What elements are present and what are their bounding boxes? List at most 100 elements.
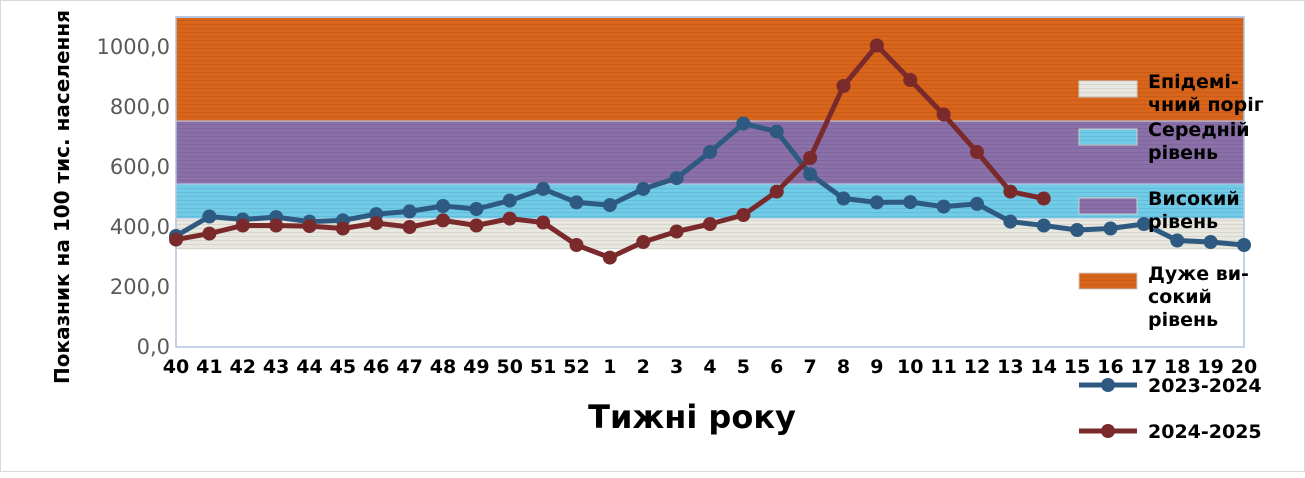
legend-swatch-texture-3 <box>1079 198 1137 214</box>
x-tick-label: 46 <box>363 356 389 378</box>
data-point-2023-2024 <box>1070 223 1085 237</box>
plot-area <box>175 16 1245 348</box>
data-point-2024-2025 <box>703 217 717 231</box>
data-point-2024-2025 <box>302 219 317 234</box>
data-point-2023-2024 <box>1003 214 1018 229</box>
legend-marker-2024-2025 <box>1101 424 1115 438</box>
data-point-2023-2024 <box>1136 217 1151 231</box>
y-axis: 0,0 200,0 400,0 600,0 800,0 1000,0 <box>97 35 170 359</box>
legend-label-line: Високий <box>1148 188 1240 210</box>
y-tick-label: 600,0 <box>110 155 170 179</box>
data-point-2024-2025 <box>502 211 517 226</box>
band-texture-2 <box>176 183 1244 218</box>
legend-label-line: сокий <box>1148 286 1212 308</box>
data-point-2024-2025 <box>335 221 350 236</box>
band-texture-4 <box>176 17 1244 121</box>
x-tick-label: 5 <box>737 356 750 378</box>
x-tick-label: 1 <box>603 356 616 378</box>
x-tick-label: 2 <box>637 356 650 378</box>
data-point-2023-2024 <box>669 171 684 186</box>
data-point-2024-2025 <box>202 226 217 241</box>
data-point-2024-2025 <box>936 107 951 122</box>
legend-label-line: рівень <box>1148 211 1218 233</box>
data-point-2024-2025 <box>469 218 484 233</box>
data-point-2023-2024 <box>202 209 217 224</box>
data-point-2024-2025 <box>736 208 751 222</box>
x-tick-label: 52 <box>563 356 589 378</box>
data-point-2024-2025 <box>169 232 183 247</box>
data-point-2023-2024 <box>1170 233 1185 248</box>
legend-swatch-texture-4 <box>1079 273 1137 289</box>
legend-label-band-1: Епідемі-чний поріг <box>1148 71 1264 116</box>
legend-label-line: Дуже ви- <box>1148 263 1249 285</box>
legend-label-line: рівень <box>1148 142 1218 164</box>
legend-label-line: чний поріг <box>1148 94 1264 116</box>
data-point-2024-2025 <box>602 250 617 265</box>
data-point-2024-2025 <box>869 38 884 53</box>
x-tick-label: 11 <box>930 356 956 378</box>
x-tick-label: 4 <box>703 356 716 378</box>
data-point-2023-2024 <box>636 181 651 196</box>
data-point-2024-2025 <box>1003 184 1018 199</box>
y-tick-label: 1000,0 <box>97 35 170 59</box>
x-tick-label: 18 <box>1164 356 1190 378</box>
x-tick-label: 49 <box>463 356 489 378</box>
x-tick-label: 14 <box>1031 356 1057 378</box>
x-tick-label: 10 <box>897 356 923 378</box>
y-tick-label: 0,0 <box>137 335 170 359</box>
data-point-2023-2024 <box>402 204 417 219</box>
data-point-2023-2024 <box>936 199 951 214</box>
data-point-2023-2024 <box>769 124 784 139</box>
x-tick-label: 51 <box>530 356 556 378</box>
data-point-2024-2025 <box>769 184 784 199</box>
data-point-2024-2025 <box>369 216 384 231</box>
y-axis-title: Показник на 100 тис. населення <box>50 10 74 384</box>
legend-label-2023-2024: 2023-2024 <box>1148 375 1262 397</box>
data-point-2024-2025 <box>636 235 651 249</box>
data-point-2024-2025 <box>436 213 450 228</box>
data-point-2023-2024 <box>536 181 551 196</box>
series-lines <box>169 38 1251 265</box>
x-tick-label: 19 <box>1197 356 1223 378</box>
data-point-2024-2025 <box>269 218 284 233</box>
data-point-2023-2024 <box>803 167 818 182</box>
x-tick-label: 6 <box>770 356 783 378</box>
data-point-2023-2024 <box>1036 218 1051 233</box>
legend-label-band-2: Середній рівень <box>1148 119 1250 164</box>
data-point-2023-2024 <box>869 195 884 210</box>
x-axis: 40 41 42 43 44 45 46 47 48 49 50 51 52 1 2 3 4 5 6 7 8 9 10 11 1… <box>163 356 1257 378</box>
data-point-2024-2025 <box>836 79 851 93</box>
legend-label-2024-2025: 2024-2025 <box>1148 421 1262 443</box>
legend-label-line: Середній <box>1148 119 1250 141</box>
data-point-2023-2024 <box>1237 238 1251 252</box>
x-tick-label: 12 <box>964 356 990 378</box>
legend-label-band-4: Дуже ви-сокий рівень <box>1148 263 1249 331</box>
data-point-2023-2024 <box>836 191 851 206</box>
legend-swatch-texture-2 <box>1079 129 1137 145</box>
x-tick-label: 9 <box>870 356 883 378</box>
x-tick-label: 16 <box>1097 356 1123 378</box>
x-axis-title: Тижні року <box>588 398 796 436</box>
x-tick-label: 44 <box>296 356 322 378</box>
x-tick-label: 15 <box>1064 356 1090 378</box>
data-point-2023-2024 <box>1203 235 1218 249</box>
x-tick-label: 40 <box>163 356 189 378</box>
data-point-2023-2024 <box>1103 221 1118 236</box>
legend-label-line: рівень <box>1148 309 1218 331</box>
legend-swatch-texture-1 <box>1079 81 1137 97</box>
legend-marker-2023-2024 <box>1101 378 1115 392</box>
x-tick-label: 42 <box>230 356 256 378</box>
data-point-2024-2025 <box>669 224 684 239</box>
data-point-2023-2024 <box>469 202 484 216</box>
data-point-2023-2024 <box>970 196 984 211</box>
data-point-2024-2025 <box>536 215 551 230</box>
x-tick-label: 17 <box>1131 356 1157 378</box>
risk-bands <box>176 16 1244 250</box>
x-tick-label: 7 <box>804 356 817 378</box>
x-tick-label: 45 <box>330 356 356 378</box>
x-tick-label: 3 <box>670 356 683 378</box>
data-point-2023-2024 <box>903 195 918 210</box>
y-tick-label: 800,0 <box>110 95 170 119</box>
